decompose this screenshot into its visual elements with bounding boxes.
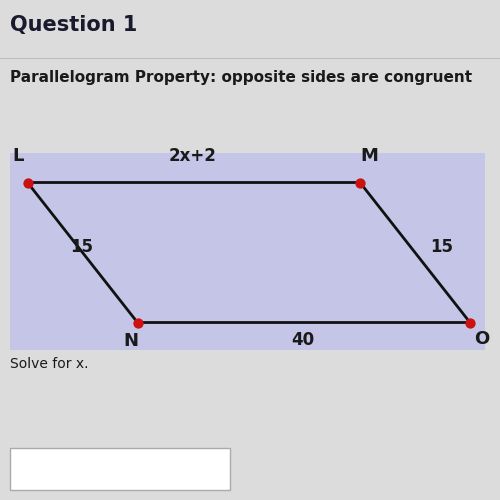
Point <box>24 178 32 186</box>
Text: O: O <box>474 330 489 348</box>
Text: Solve for x.: Solve for x. <box>10 358 88 372</box>
Text: 40: 40 <box>291 331 314 349</box>
Text: N: N <box>124 332 138 350</box>
Point <box>356 178 364 186</box>
Text: 15: 15 <box>430 238 453 256</box>
Text: 2x+2: 2x+2 <box>168 147 216 165</box>
Text: L: L <box>12 147 24 165</box>
Text: M: M <box>360 147 378 165</box>
FancyBboxPatch shape <box>10 152 485 350</box>
Text: Question 1: Question 1 <box>10 15 138 35</box>
Bar <box>10 448 230 490</box>
Text: 15: 15 <box>70 238 93 256</box>
Text: Parallelogram Property: opposite sides are congruent: Parallelogram Property: opposite sides a… <box>10 70 472 85</box>
Point <box>134 318 141 326</box>
Point <box>466 318 474 326</box>
